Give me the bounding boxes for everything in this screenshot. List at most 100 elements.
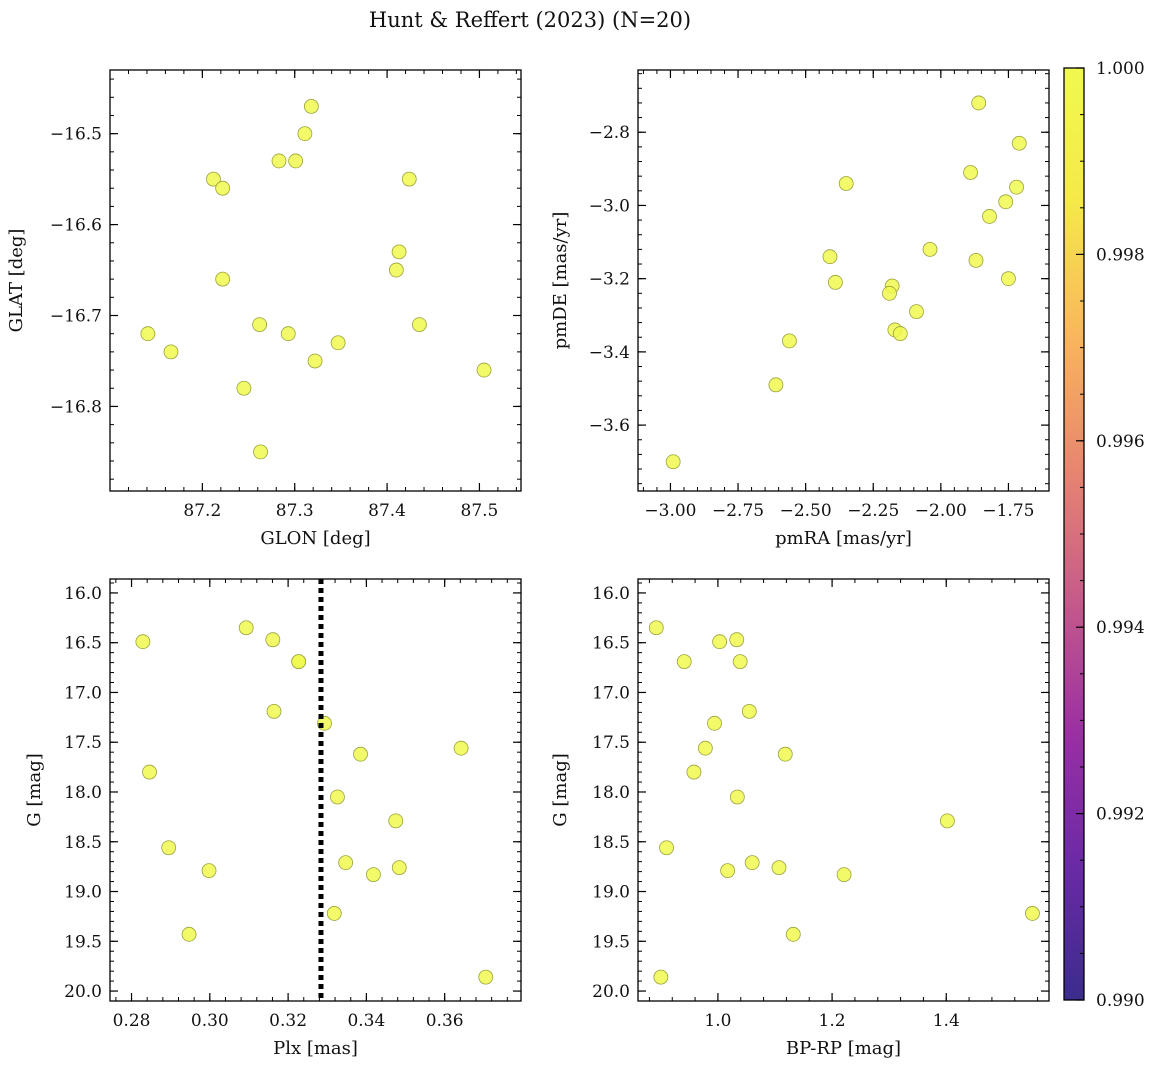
data-point [391, 860, 407, 876]
data-point [697, 740, 713, 756]
y-tick-label: 20.0 [592, 982, 630, 1002]
y-tick-label: 16.5 [64, 634, 102, 654]
data-point [280, 326, 296, 342]
data-point [326, 906, 342, 921]
data-point [729, 632, 745, 648]
data-point [892, 326, 908, 341]
data-point [297, 126, 313, 142]
data-point [288, 153, 304, 169]
colorbar-tick-label: 0.998 [1096, 245, 1145, 265]
minor-ticks [110, 579, 521, 1002]
x-tick-label: 0.28 [113, 1011, 151, 1031]
data-point [882, 285, 897, 301]
data-point [330, 789, 345, 805]
plot-frame [109, 578, 522, 1002]
data-point [476, 362, 492, 378]
data-point [838, 176, 854, 191]
colorbar-tick-label: 0.996 [1096, 432, 1145, 452]
y-tick-label: 17.0 [592, 683, 630, 703]
y-tick-label: 16.0 [64, 584, 102, 604]
data-point [181, 926, 197, 942]
x-axis-label: GLON [deg] [260, 528, 370, 549]
y-tick-label: 20.0 [64, 982, 102, 1002]
data-point [266, 703, 282, 719]
y-tick-label: −16.8 [50, 397, 102, 417]
colorbar-tick-label: 1.000 [1096, 59, 1145, 79]
minor-ticks [110, 70, 521, 491]
y-tick-label: −16.5 [50, 125, 102, 145]
data-point [366, 867, 381, 882]
data-point [968, 252, 984, 268]
y-tick-label: 18.0 [592, 783, 630, 803]
data-point [653, 969, 669, 985]
data-point [777, 746, 793, 762]
data-point [303, 98, 319, 114]
x-tick-label: 87.4 [368, 501, 406, 521]
data-point [665, 454, 681, 470]
data-point [353, 746, 368, 762]
y-tick-label: −3.0 [589, 196, 630, 216]
x-tick-label: 87.5 [461, 501, 499, 521]
data-point [963, 165, 978, 180]
data-point [785, 926, 801, 942]
y-tick-label: 19.0 [592, 883, 630, 903]
data-point [768, 377, 784, 393]
y-axis-label: G [mag] [24, 753, 45, 826]
y-tick-label: 18.5 [592, 833, 630, 853]
data-point [307, 353, 323, 369]
data-point [271, 153, 287, 169]
y-tick-label: −3.6 [589, 416, 630, 436]
subplot-1: 87.2 87.3 87.4 87.5 −16.5 −16.6 −16.7 −16.8 GLON… [6, 69, 522, 549]
data-point [686, 764, 702, 780]
data-point [253, 444, 268, 460]
y-tick-label: −3.2 [589, 270, 630, 290]
x-tick-label: 87.3 [276, 501, 314, 521]
data-point [453, 740, 469, 756]
y-axis-label: G [mag] [550, 753, 571, 826]
data-point [836, 867, 852, 882]
x-tick-label: −2.50 [780, 501, 832, 521]
data-point [478, 969, 494, 985]
data-point [939, 813, 955, 829]
data-point [401, 171, 417, 187]
data-point [265, 632, 281, 648]
subplot-2: −3.00 −2.75 −2.50 −2.25 −2.00 −1.75 −2.8 −3.0 −3… [550, 69, 1050, 549]
data-point [771, 860, 787, 876]
data-point [1025, 906, 1040, 921]
y-tick-label: 19.5 [64, 932, 102, 952]
y-tick-label: 16.0 [592, 584, 630, 604]
x-tick-label: −2.00 [915, 501, 967, 521]
x-tick-label: −3.00 [644, 501, 696, 521]
data-point [135, 634, 151, 650]
plot-frame [637, 69, 1050, 492]
data-point [215, 271, 231, 287]
y-tick-label: 17.5 [592, 733, 630, 753]
y-axis-label: GLAT [deg] [6, 229, 27, 333]
colorbar-tick-label: 0.994 [1096, 618, 1145, 638]
data-point [206, 171, 221, 187]
subplot-4: 1.0 1.2 1.4 16.0 16.5 17.0 17.5 18.0 18.5 19.0 19.… [550, 578, 1050, 1059]
data-point [388, 262, 404, 278]
data-point [388, 813, 404, 829]
data-point [338, 855, 354, 871]
data-point [161, 840, 177, 856]
y-tick-label: 19.5 [592, 932, 630, 952]
data-point [412, 317, 427, 333]
colorbar: 0.990 0.992 0.994 0.996 0.998 1.000 [1063, 59, 1145, 1011]
plot-frame [109, 69, 522, 492]
y-tick-label: −3.4 [589, 343, 630, 363]
x-tick-label: 0.36 [426, 1011, 464, 1031]
data-point [676, 654, 692, 670]
x-tick-label: −1.75 [982, 501, 1034, 521]
y-tick-label: −2.8 [589, 123, 630, 143]
x-tick-label: 87.2 [183, 501, 221, 521]
data-point [291, 654, 307, 670]
data-point [732, 654, 748, 670]
subplot-grid: 87.2 87.3 87.4 87.5 −16.5 −16.6 −16.7 −16.8 GLON… [6, 69, 1050, 1059]
y-tick-label: 18.0 [64, 783, 102, 803]
y-tick-label: −16.7 [50, 307, 102, 327]
data-point [741, 703, 757, 719]
data-point [1009, 179, 1024, 195]
data-point [729, 789, 745, 805]
